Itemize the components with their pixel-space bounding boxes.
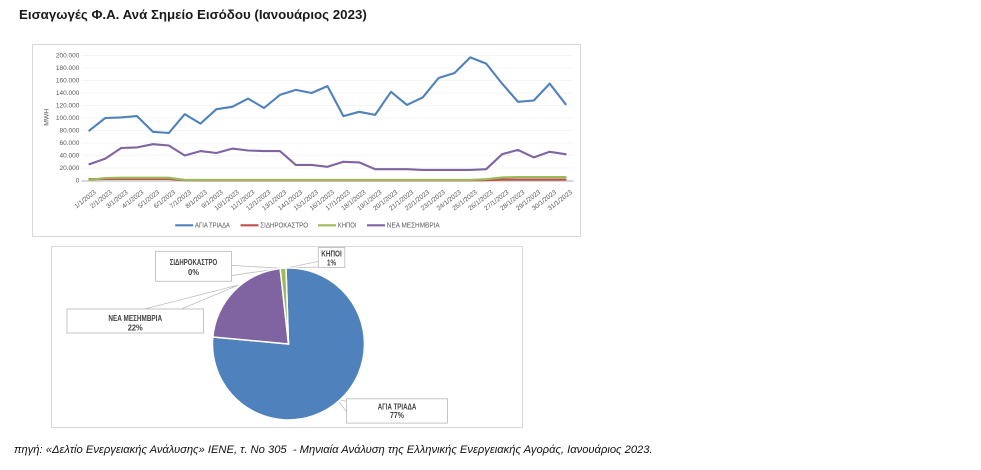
- svg-text:80.000: 80.000: [59, 127, 79, 134]
- svg-text:ΣΙΔΗΡΟΚΑΣΤΡΟ: ΣΙΔΗΡΟΚΑΣΤΡΟ: [169, 258, 217, 267]
- svg-text:0%: 0%: [188, 268, 199, 277]
- svg-text:140.000: 140.000: [55, 90, 79, 97]
- svg-text:ΚΗΠΟΙ: ΚΗΠΟΙ: [337, 222, 356, 229]
- svg-text:0: 0: [75, 177, 79, 184]
- svg-text:ΣΙΔΗΡΟΚΑΣΤΡΟ: ΣΙΔΗΡΟΚΑΣΤΡΟ: [260, 222, 308, 229]
- svg-text:77%: 77%: [390, 411, 404, 420]
- svg-text:ΝΕΑ ΜΕΣΗΜΒΡΙΑ: ΝΕΑ ΜΕΣΗΜΒΡΙΑ: [386, 222, 439, 229]
- svg-text:ΝΕΑ ΜΕΣΗΜΒΡΙΑ: ΝΕΑ ΜΕΣΗΜΒΡΙΑ: [108, 314, 162, 323]
- svg-text:ΚΗΠΟΙ: ΚΗΠΟΙ: [321, 249, 342, 258]
- svg-text:20.000: 20.000: [59, 165, 79, 172]
- svg-text:60.000: 60.000: [59, 140, 79, 147]
- svg-text:200.000: 200.000: [55, 52, 79, 59]
- svg-text:100.000: 100.000: [55, 115, 79, 122]
- svg-text:MWH: MWH: [43, 108, 50, 125]
- svg-text:120.000: 120.000: [55, 102, 79, 109]
- svg-text:40.000: 40.000: [59, 152, 79, 159]
- svg-text:ΑΓΙΑ ΤΡΙΑΔΑ: ΑΓΙΑ ΤΡΙΑΔΑ: [195, 222, 230, 229]
- svg-text:ΑΓΙΑ ΤΡΙΑΔΑ: ΑΓΙΑ ΤΡΙΑΔΑ: [377, 402, 416, 411]
- svg-text:22%: 22%: [127, 323, 142, 332]
- svg-text:1%: 1%: [327, 259, 336, 268]
- svg-text:160.000: 160.000: [55, 77, 79, 84]
- svg-text:180.000: 180.000: [55, 65, 79, 72]
